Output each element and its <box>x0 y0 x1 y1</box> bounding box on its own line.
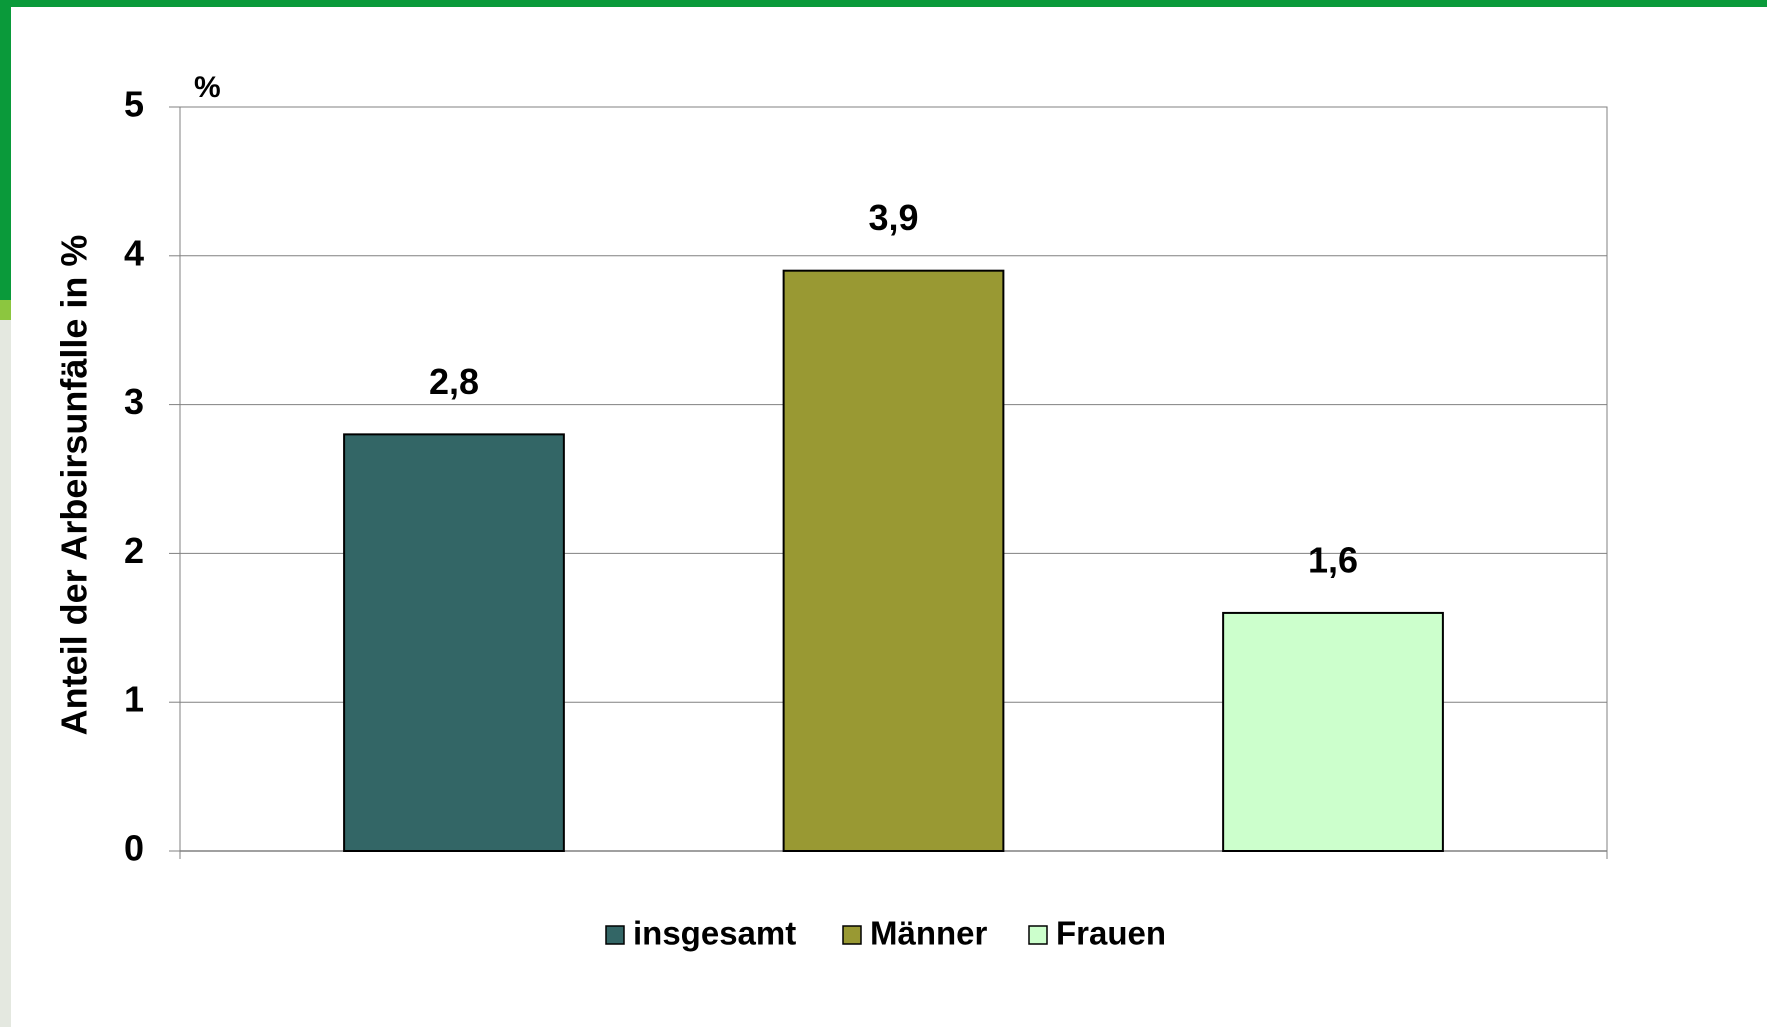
legend-swatch <box>842 925 862 945</box>
y-tick-label: 5 <box>124 84 144 125</box>
legend-label: Männer <box>870 915 988 952</box>
legend-label: Frauen <box>1056 915 1166 952</box>
y-tick-label: 3 <box>124 381 144 422</box>
top-bar <box>0 0 1767 7</box>
y-axis-title: Anteil der Arbeirsunfälle in % <box>54 235 95 736</box>
bar <box>343 433 565 852</box>
bar <box>1222 611 1444 852</box>
y-tick-label: 2 <box>124 530 144 571</box>
side-strip <box>0 320 11 1027</box>
side-bar <box>0 0 11 300</box>
y-unit-label: % <box>194 71 221 104</box>
value-label: 2,8 <box>429 361 479 402</box>
side-accent <box>0 300 11 320</box>
bar <box>782 269 1005 852</box>
value-label: 1,6 <box>1308 539 1358 580</box>
y-tick-label: 4 <box>124 232 144 273</box>
y-tick-label: 0 <box>124 828 144 869</box>
legend-label: insgesamt <box>633 915 796 952</box>
legend-swatch <box>605 925 625 945</box>
value-label: 3,9 <box>868 197 918 238</box>
y-tick-label: 1 <box>124 679 144 720</box>
legend-swatch <box>1028 925 1048 945</box>
